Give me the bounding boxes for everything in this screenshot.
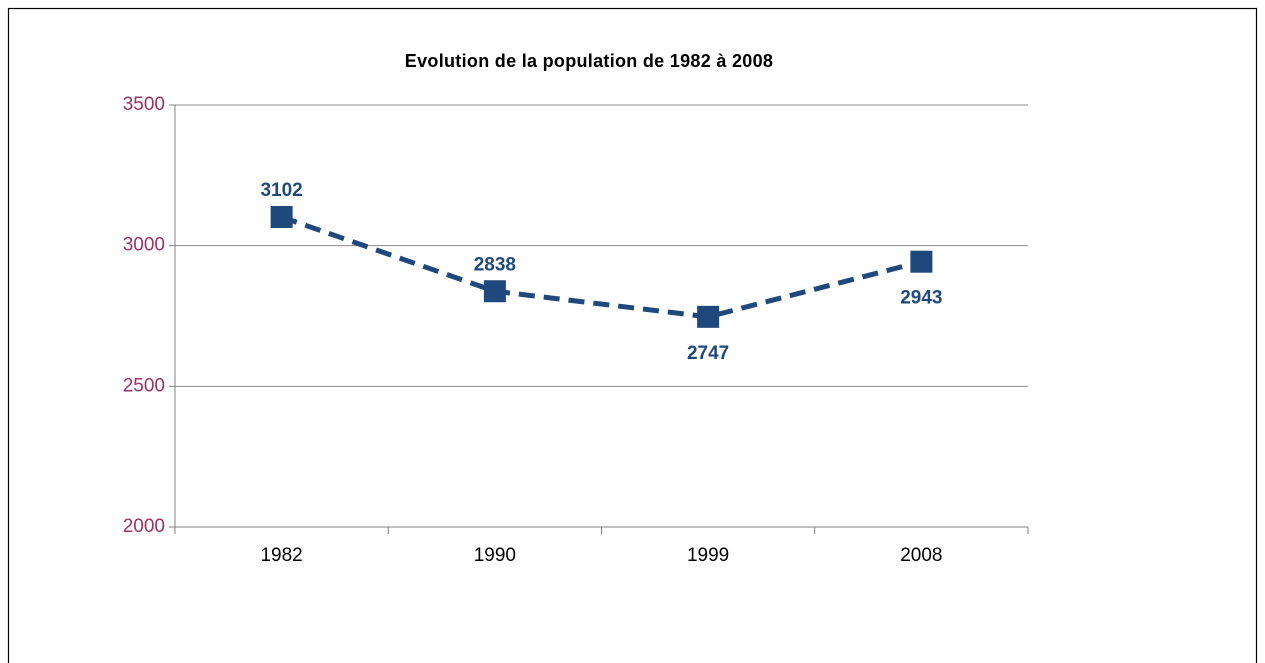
data-point	[910, 250, 933, 273]
x-tick-label: 1990	[474, 545, 516, 566]
data-point	[483, 280, 506, 303]
y-tick-label: 3500	[123, 94, 165, 115]
data-point	[270, 205, 293, 228]
x-tick-label: 1999	[687, 545, 729, 566]
chart-title: Evolution de la population de 1982 à 200…	[405, 51, 773, 71]
y-tick-label: 3000	[123, 235, 165, 256]
data-label: 2943	[900, 288, 942, 309]
y-tick-label: 2000	[123, 516, 165, 537]
y-tick-label: 2500	[123, 375, 165, 396]
data-label: 2838	[474, 254, 516, 275]
chart-frame	[7, 7, 1258, 663]
data-point	[697, 305, 720, 328]
x-tick-label: 1982	[260, 545, 302, 566]
data-label: 2747	[687, 343, 729, 364]
x-tick-label: 2008	[900, 545, 942, 566]
data-label: 3102	[260, 180, 302, 201]
data-line	[280, 214, 923, 320]
